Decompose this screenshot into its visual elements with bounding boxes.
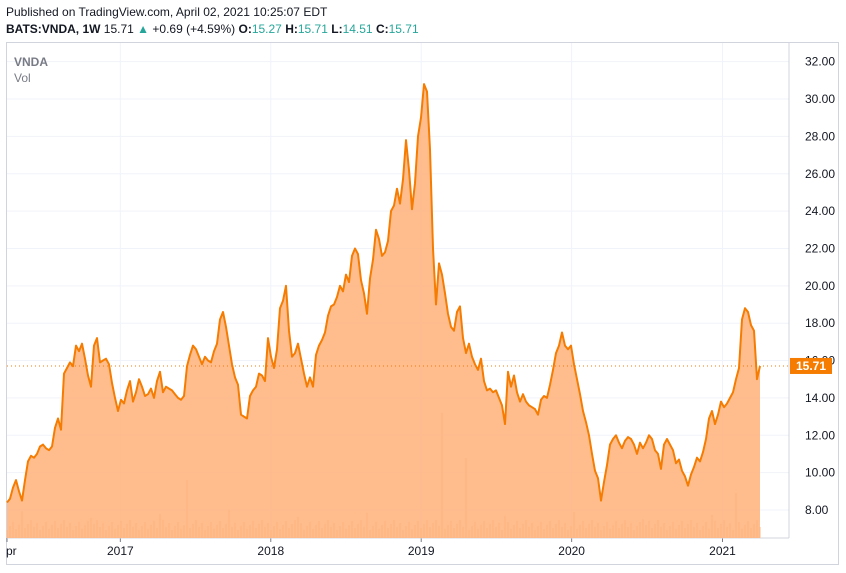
y-tick-label: 12.00: [805, 428, 835, 442]
low-value: 14.51: [342, 22, 373, 36]
y-tick-label: 18.00: [805, 316, 835, 330]
x-tick-label: pr: [6, 544, 17, 558]
y-tick-label: 32.00: [805, 55, 835, 69]
published-note: Published on TradingView.com, April 02, …: [6, 5, 328, 19]
ticker-label: VNDA: [14, 55, 49, 69]
y-tick-label: 26.00: [805, 167, 835, 181]
x-tick-label: 2017: [107, 544, 134, 558]
y-tick-label: 28.00: [805, 129, 835, 143]
y-tick-label: 30.00: [805, 92, 835, 106]
high-value: 15.71: [297, 22, 328, 36]
x-tick-label: 2020: [558, 544, 585, 558]
x-tick-label: 2019: [408, 544, 435, 558]
x-tick-label: 2018: [257, 544, 284, 558]
close-label: C:: [375, 22, 389, 36]
last-price-tag-label: 15.71: [796, 359, 826, 373]
symbol-legend: BATS:VNDA, 1W 15.71 ▲ +0.69 (+4.59%) O:1…: [6, 22, 419, 36]
open-label: O:: [238, 22, 252, 36]
y-tick-label: 22.00: [805, 241, 835, 255]
y-tick-label: 20.00: [805, 279, 835, 293]
low-label: L:: [331, 22, 343, 36]
chart-panel[interactable]: [6, 42, 839, 565]
close-value: 15.71: [388, 22, 419, 36]
up-arrow-icon: ▲: [137, 22, 150, 36]
open-value: 15.27: [251, 22, 282, 36]
high-label: H:: [285, 22, 298, 36]
y-tick-label: 8.00: [805, 503, 829, 517]
price-change: +0.69 (+4.59%): [152, 22, 236, 36]
last-price-tag: [790, 357, 832, 374]
symbol-label: BATS:VNDA, 1W: [6, 22, 101, 36]
y-tick-label: 14.00: [805, 391, 835, 405]
price-line: [6, 83, 761, 504]
x-tick-label: 2021: [709, 544, 736, 558]
last-price: 15.71: [103, 22, 134, 36]
y-tick-label: 10.00: [805, 466, 835, 480]
y-tick-label: 24.00: [805, 204, 835, 218]
price-area: [7, 84, 760, 538]
volume-label: Vol: [14, 71, 31, 85]
